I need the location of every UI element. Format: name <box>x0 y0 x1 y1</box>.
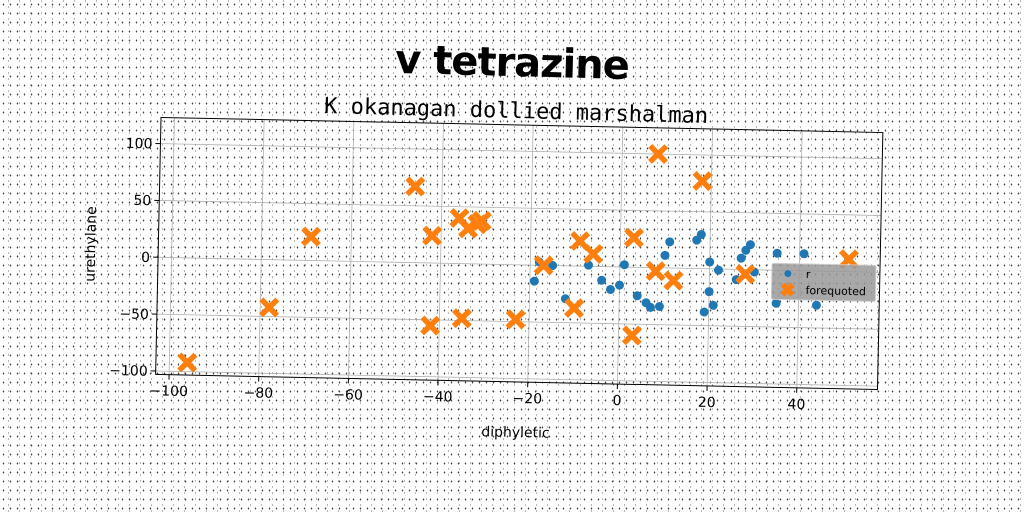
legend-marker-2 <box>782 285 792 295</box>
x-tick-label: −100 <box>149 383 188 400</box>
x-tick-label: −40 <box>423 389 453 406</box>
chart-marks <box>179 136 859 384</box>
legend-label-1: r <box>806 268 811 281</box>
x-gridline <box>169 118 174 375</box>
legend: r forequoted <box>771 263 876 301</box>
x-gridline <box>797 131 802 388</box>
data-point-1 <box>705 257 714 266</box>
y-tick-label: −50 <box>119 306 149 323</box>
data-point-2 <box>261 299 277 315</box>
x-gridline <box>528 125 533 382</box>
data-point-2 <box>665 272 681 288</box>
chart-title: K okanagan dollied marshalman <box>324 94 709 129</box>
data-point-2 <box>624 327 640 343</box>
y-tick-label: −100 <box>109 363 148 380</box>
data-point-1 <box>704 287 713 296</box>
y-tick-label: 50 <box>133 193 151 209</box>
data-point-1 <box>799 249 808 258</box>
data-point-1 <box>597 276 606 285</box>
data-point-2 <box>648 263 664 279</box>
y-tick-label: 0 <box>141 250 150 266</box>
data-point-1 <box>812 301 821 310</box>
data-point-1 <box>530 277 539 286</box>
data-point-2 <box>303 228 319 244</box>
data-point-1 <box>665 237 674 246</box>
x-gridline <box>438 123 443 380</box>
y-gridline <box>160 144 882 159</box>
data-point-1 <box>660 251 669 260</box>
x-tick-label: −60 <box>333 387 363 404</box>
data-point-1 <box>700 307 709 316</box>
x-tick-label: 40 <box>787 397 805 413</box>
data-point-1 <box>709 301 718 310</box>
data-point-2 <box>179 354 195 370</box>
y-tick-label: 100 <box>126 136 153 153</box>
data-point-1 <box>633 291 642 300</box>
plot-group: −100 −80 −60 −40 −20 0 20 40 −100 −50 0 50 100 diph… <box>79 116 882 449</box>
data-point-2 <box>585 246 601 262</box>
x-tick-label: 20 <box>698 395 716 411</box>
data-point-2 <box>454 310 470 326</box>
data-point-2 <box>407 178 423 194</box>
data-point-1 <box>615 281 624 290</box>
data-point-1 <box>655 302 664 311</box>
x-gridline <box>617 127 622 384</box>
x-tick-label: −20 <box>512 391 542 408</box>
x-gridline <box>348 121 353 378</box>
x-tick-label: −80 <box>243 385 273 402</box>
data-point-1 <box>737 254 746 263</box>
data-point-2 <box>566 300 582 316</box>
x-tick-label: 0 <box>612 393 621 409</box>
data-point-1 <box>773 249 782 258</box>
data-point-2 <box>694 173 710 189</box>
y-gridline <box>156 371 878 386</box>
data-point-1 <box>714 266 723 275</box>
x-axis-label: diphyletic <box>481 424 550 441</box>
data-point-1 <box>620 260 629 269</box>
x-gridline <box>707 129 712 386</box>
legend-label-2: forequoted <box>805 284 866 298</box>
y-gridline <box>159 200 881 215</box>
data-point-1 <box>772 299 781 308</box>
x-gridline <box>259 120 264 377</box>
data-point-1 <box>606 285 615 294</box>
data-point-2 <box>424 228 440 244</box>
y-axis: −100 −50 0 50 100 <box>109 136 161 380</box>
data-point-2 <box>626 230 642 246</box>
data-point-2 <box>507 311 523 327</box>
y-axis-label: urethylane <box>83 206 101 282</box>
